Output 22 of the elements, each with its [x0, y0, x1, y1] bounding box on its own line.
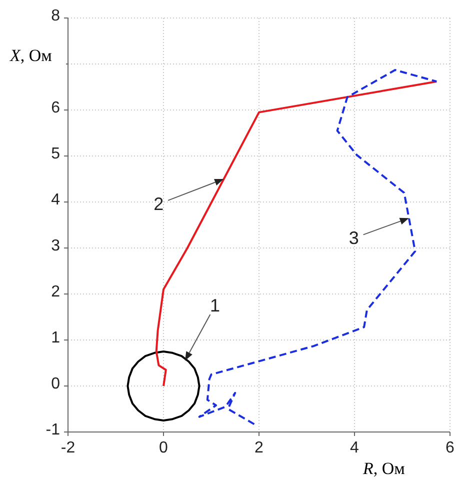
x-tick-label: -2	[60, 439, 76, 456]
x-tick-label: 2	[254, 439, 264, 456]
y-tick-label: 8	[51, 8, 60, 25]
annotation: 2	[154, 194, 164, 214]
x-axis-title: R, Ом	[362, 459, 406, 478]
line-series	[155, 80, 438, 387]
x-tick-label: 4	[350, 439, 360, 456]
x-tick-label: 6	[446, 439, 455, 456]
annotation: 3	[348, 228, 359, 248]
x-tick-label: 0	[159, 439, 168, 456]
y-tick-label: -1	[46, 422, 60, 439]
y-tick-label: 1	[51, 330, 60, 347]
annotation: 1	[210, 296, 220, 316]
y-tick-label: 4	[51, 192, 60, 209]
y-tick-label: 6	[51, 100, 60, 117]
y-tick-label: 3	[51, 238, 60, 255]
y-tick-label: 2	[51, 284, 60, 301]
y-tick-label: 5	[51, 146, 60, 163]
line-series	[126, 350, 200, 422]
line-series	[198, 68, 438, 426]
y-tick-label: 0	[51, 376, 60, 393]
y-axis-title: X, Ом	[9, 46, 52, 65]
